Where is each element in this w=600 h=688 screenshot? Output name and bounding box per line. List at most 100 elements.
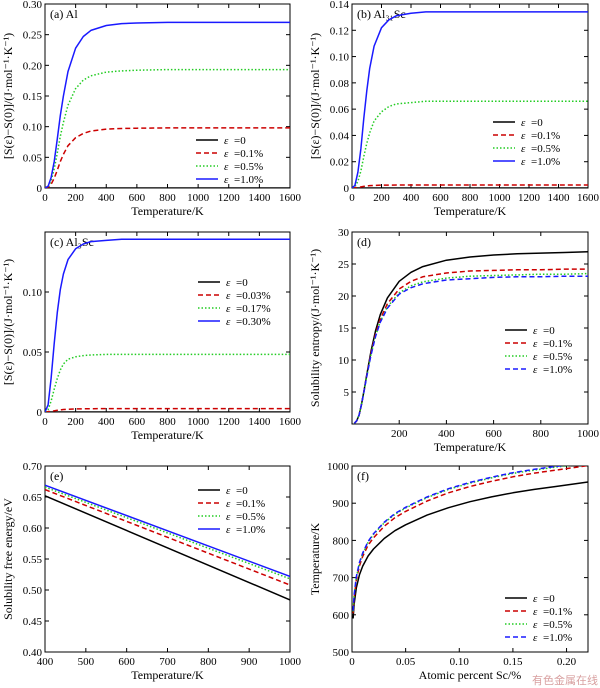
legend-label: =1.0% [236,524,265,536]
legend-label: =0 [543,593,555,605]
y-tick-label: 0.08 [330,78,350,90]
series-line-2 [45,486,290,580]
legend-symbol: ε [533,351,538,363]
x-axis-title: Temperature/K [131,204,204,218]
legend: ε =0 ε =0.1% ε =0.5% ε =1.0% [505,325,572,376]
x-tick-label: 500 [78,656,95,668]
legend: ε =0 ε =0.1% ε =0.5% ε =1.0% [493,117,560,168]
x-axis-title: Temperature/K [434,204,507,218]
x-tick-label: 800 [533,428,550,440]
legend-label: =0 [236,277,248,289]
legend-label: =0.1% [543,606,572,618]
y-tick-label: 0 [344,183,350,195]
x-tick-label: 1200 [218,416,241,428]
legend-label: =0.1% [543,338,572,350]
x-tick-label: 1200 [218,192,241,204]
y-tick-label: 0.05 [23,152,43,164]
y-tick-label: 0.25 [23,30,43,42]
y-tick-label: 0.10 [330,52,350,64]
y-tick-label: 0.20 [23,60,43,72]
panel-b: 0 200 400 600 800 1000 1200 1400 1600 0 0.02 0.04 0.… [308,0,600,218]
y-tick-label: 0.50 [23,585,43,597]
legend-symbol: ε [224,135,229,147]
y-tick-label: 900 [333,498,350,510]
legend-symbol: ε [226,524,231,536]
series-line-1 [352,466,588,614]
watermark: 有色金属在线 [532,673,598,687]
x-tick-label: 800 [462,192,479,204]
x-tick-label: 600 [432,192,449,204]
y-tick-label: 0.12 [330,25,349,37]
series-line-2 [352,100,588,188]
legend-label: =0.17% [236,303,271,315]
legend-label: =1.0% [543,364,572,376]
x-tick-label: 0.10 [450,656,470,668]
legend-symbol: ε [533,325,538,337]
y-tick-label: 0.45 [23,616,43,628]
y-tick-label: 500 [333,647,350,659]
panel-label: (b) Al₃₁Sc [357,7,406,21]
x-tick-label: 400 [438,428,455,440]
x-tick-label: 400 [403,192,420,204]
x-axis-title: Temperature/K [131,668,204,682]
series-group [352,11,588,188]
y-tick-label: 0.70 [23,461,43,473]
legend-label: =0.5% [543,619,572,631]
series-line-2 [352,466,572,612]
y-tick-label: 0.14 [330,0,350,11]
legend-symbol: ε [533,606,538,618]
x-tick-label: 400 [37,656,54,668]
x-axis-title: Atomic percent Sc/% [419,668,522,682]
panel-e: 400 500 600 700 800 900 1000 0.40 0.45 0.50 0.55 0.… [1,461,302,682]
legend-label: =0.5% [543,351,572,363]
series-line-0 [352,481,588,619]
y-tick-label: 0 [37,183,43,195]
panel-label: (a) Al [50,7,78,21]
legend-symbol: ε [226,498,231,510]
x-tick-label: 0 [349,656,355,668]
legend-label: =1.0% [234,174,263,186]
y-tick-label: 0.30 [23,0,43,11]
x-tick-label: 200 [67,192,84,204]
legend-label: =0 [531,117,543,129]
panel-label: (e) [50,469,63,483]
legend: ε =0 ε =0.03% ε =0.17% ε =0.30% [198,277,271,328]
y-tick-label: 0.60 [23,523,43,535]
series-group [352,466,588,619]
y-tick-label: 20 [338,291,350,303]
legend: ε =0 ε =0.1% ε =0.5% ε =1.0% [196,135,263,186]
x-tick-label: 700 [159,656,176,668]
legend-symbol: ε [224,174,229,186]
legend-label: =0.1% [236,498,265,510]
series-line-3 [353,275,588,424]
legend-label: =1.0% [543,632,572,644]
y-tick-label: 30 [338,227,350,239]
series-group [45,21,290,188]
legend-symbol: ε [226,303,231,315]
legend-symbol: ε [226,290,231,302]
x-axis-title: Temperature/K [131,428,204,442]
x-tick-label: 800 [159,192,176,204]
legend-label: =0 [234,135,246,147]
x-tick-label: 1600 [577,192,600,204]
legend-symbol: ε [533,619,538,631]
y-tick-label: 0.15 [23,91,43,103]
x-tick-label: 1000 [279,656,302,668]
legend-symbol: ε [224,161,229,173]
x-tick-label: 1000 [489,192,512,204]
legend-label: =0.5% [236,511,265,523]
x-tick-label: 200 [67,416,84,428]
y-tick-label: 5 [344,387,350,399]
x-tick-label: 800 [159,416,176,428]
y-tick-label: 1000 [327,461,350,473]
y-axis-title: Solubility entropy/(J·mol⁻¹·K⁻¹) [308,249,322,407]
x-tick-label: 1400 [548,192,571,204]
x-tick-label: 1600 [279,416,302,428]
y-tick-label: 0.55 [23,554,43,566]
series-line-0 [45,495,290,601]
legend-label: =0.1% [531,130,560,142]
x-tick-label: 1000 [187,416,210,428]
legend-symbol: ε [533,632,538,644]
y-tick-label: 0.04 [330,130,350,142]
